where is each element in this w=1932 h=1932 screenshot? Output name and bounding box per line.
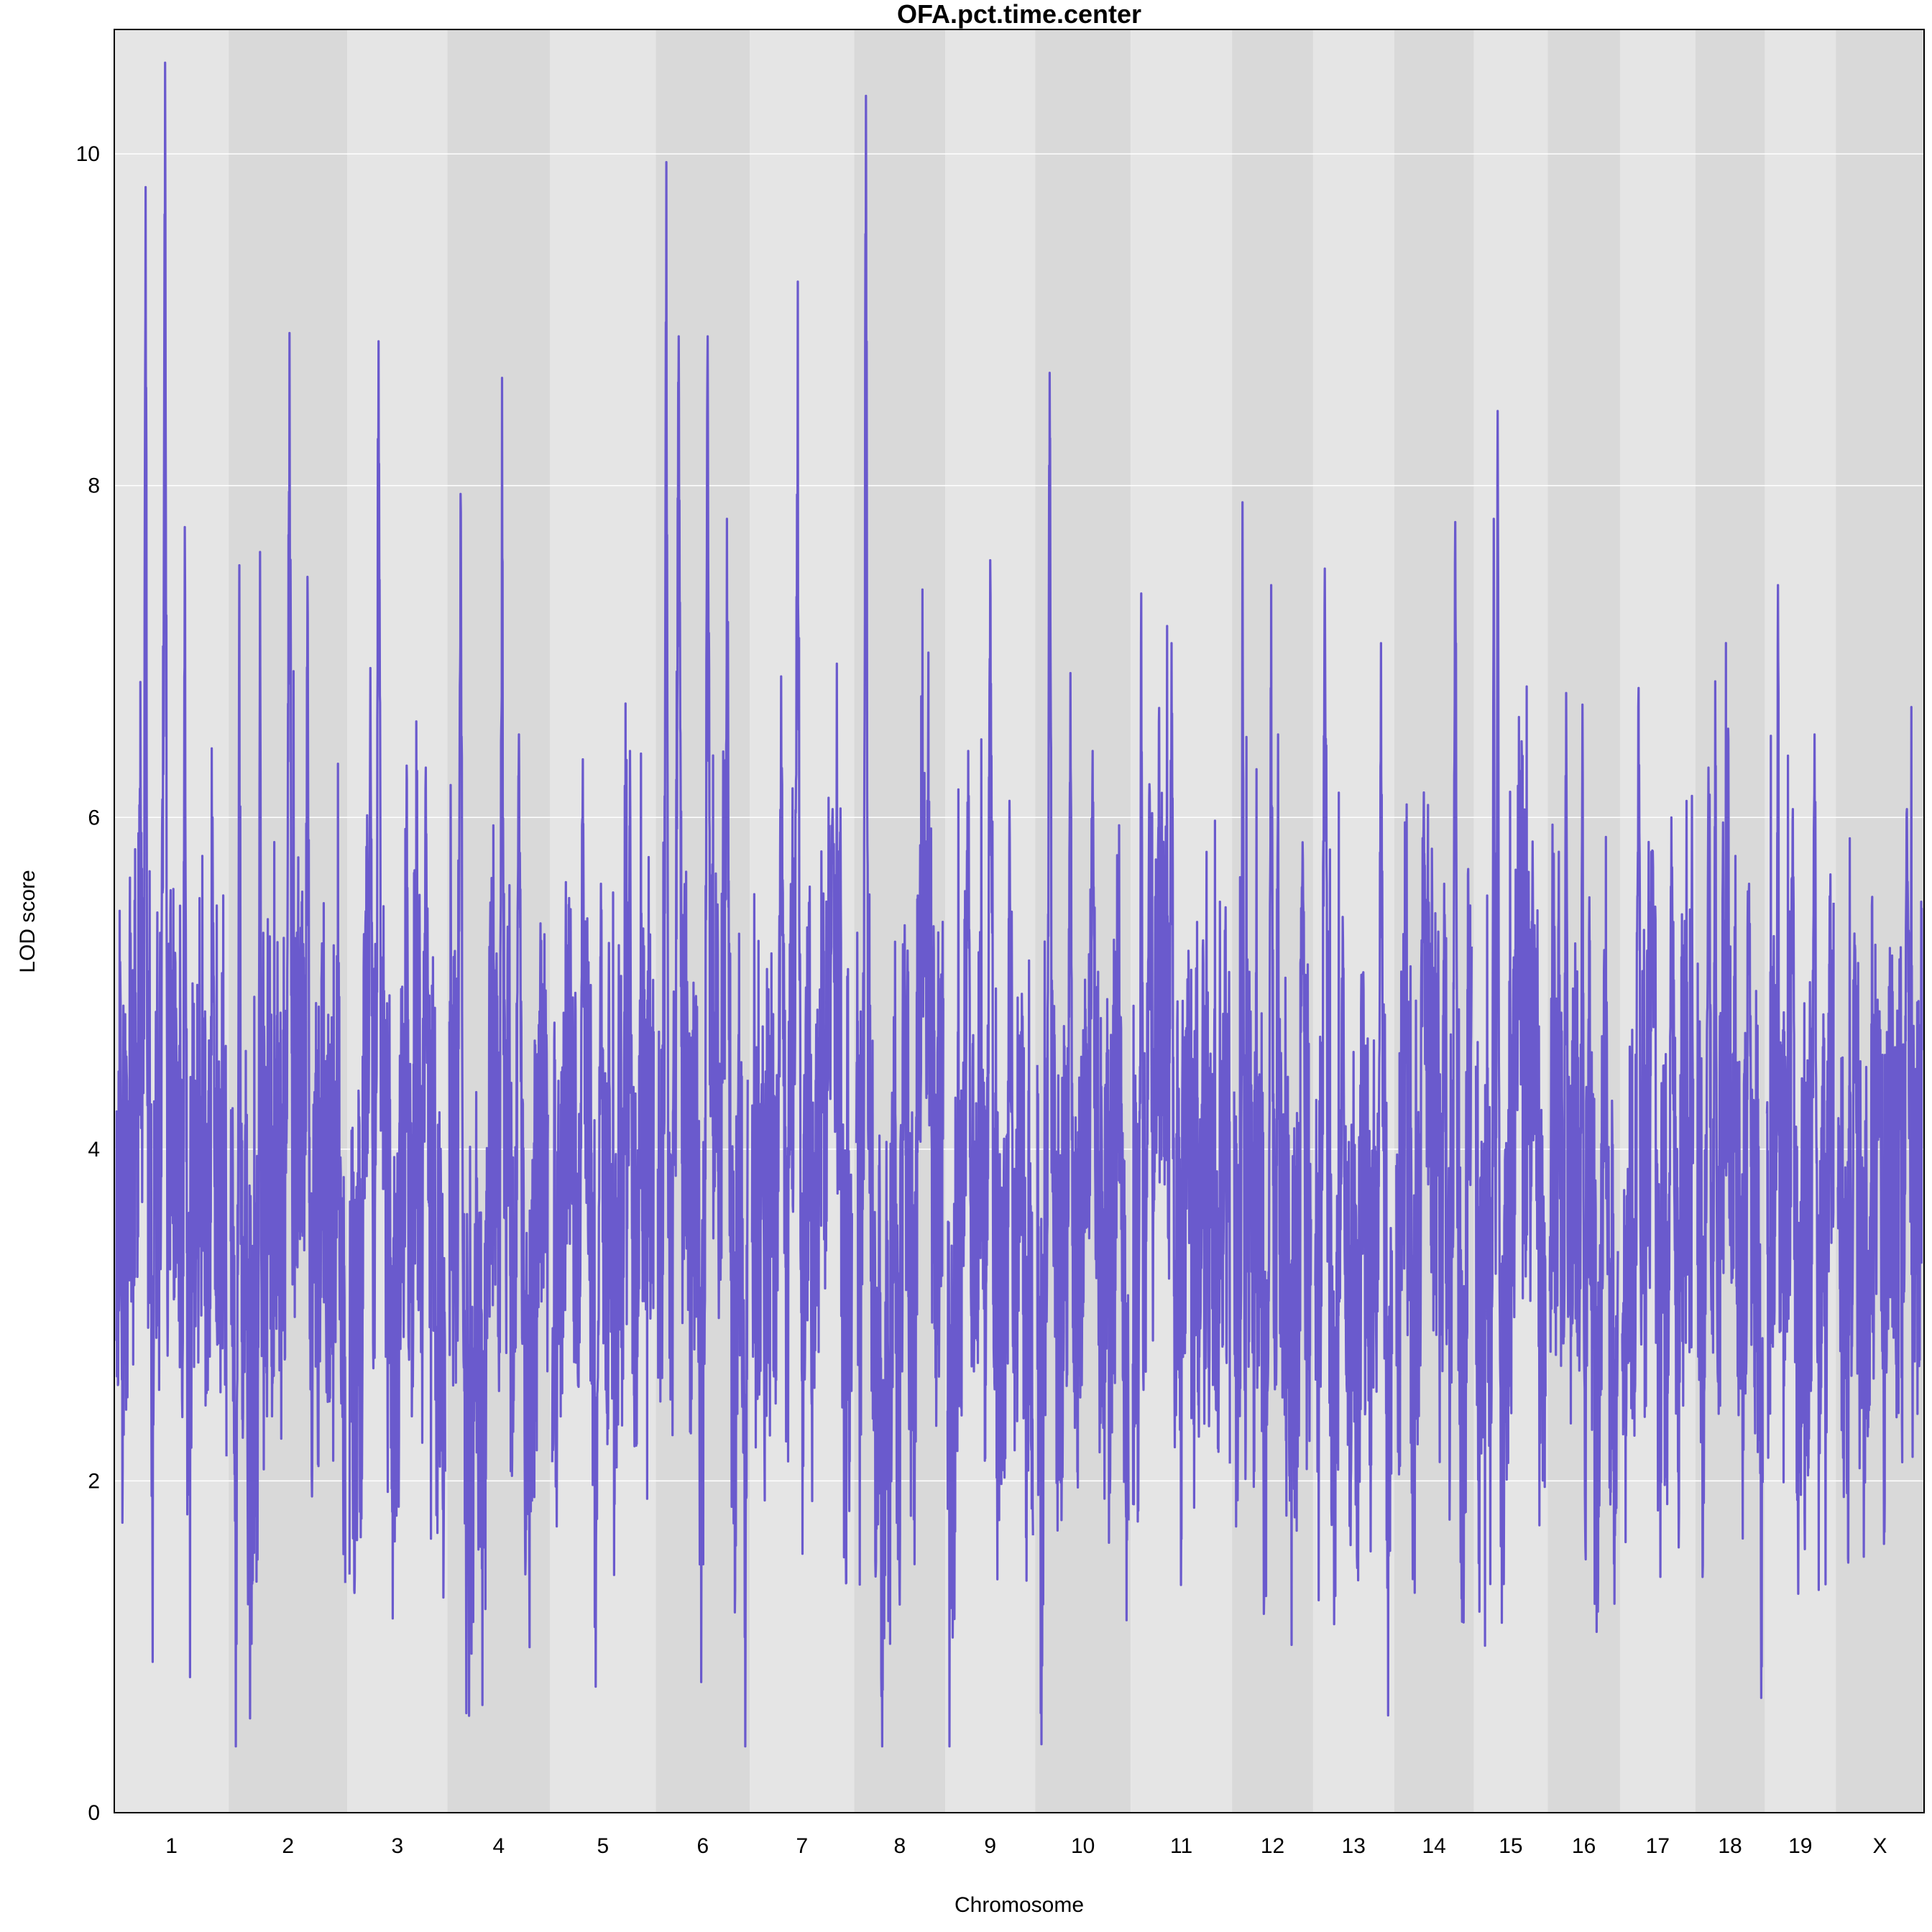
lod-line-chr-18: [1696, 642, 1764, 1699]
lod-line-chr-10: [1036, 372, 1130, 1746]
chart-title: OFA.pct.time.center: [897, 0, 1141, 29]
lod-line-chr-X: [1836, 706, 1923, 1564]
lod-series: [115, 61, 1923, 1748]
lod-line-chr-3: [348, 340, 446, 1620]
x-axis-ticks: 1 2 3 4 5 6 7 8 9 10 11 12 13 14 15 16 17 18 19 X: [165, 1834, 1887, 1858]
x-tick-label-16: 16: [1572, 1834, 1596, 1858]
x-tick-label-10: 10: [1071, 1834, 1095, 1858]
x-tick-label-3: 3: [391, 1834, 403, 1858]
chromosome-band-3: [347, 29, 448, 1813]
x-tick-label-9: 9: [984, 1834, 996, 1858]
y-axis-ticks: 0 2 4 6 8 10: [76, 142, 100, 1825]
y-tick-label: 4: [88, 1138, 100, 1162]
x-tick-label-X: X: [1873, 1834, 1887, 1858]
x-tick-label-8: 8: [893, 1834, 906, 1858]
chromosome-band-9: [945, 29, 1036, 1813]
lod-line-chr-2: [229, 331, 346, 1748]
lod-line-chr-11: [1131, 592, 1231, 1586]
lod-line-chr-7: [750, 280, 853, 1585]
x-tick-label-19: 19: [1788, 1834, 1812, 1858]
lod-line-chr-9: [946, 558, 1034, 1748]
x-tick-label-17: 17: [1646, 1834, 1670, 1858]
y-tick-label: 10: [76, 142, 100, 166]
x-axis-label: Chromosome: [954, 1893, 1084, 1917]
x-tick-label-12: 12: [1261, 1834, 1284, 1858]
x-tick-label-2: 2: [282, 1834, 294, 1858]
lod-line-chr-13: [1314, 567, 1394, 1717]
lod-line-chr-17: [1621, 686, 1695, 1578]
lod-line-chr-8: [855, 94, 944, 1748]
x-tick-label-6: 6: [697, 1834, 709, 1858]
lod-line-chr-12: [1233, 501, 1312, 1647]
lod-line-chr-15: [1474, 410, 1547, 1647]
y-tick-label: 0: [88, 1801, 100, 1825]
y-tick-label: 2: [88, 1469, 100, 1493]
y-tick-label: 8: [88, 474, 100, 498]
lod-line-chr-16: [1548, 691, 1619, 1633]
x-tick-label-15: 15: [1499, 1834, 1522, 1858]
y-tick-label: 6: [88, 806, 100, 829]
x-tick-label-11: 11: [1170, 1834, 1192, 1858]
lod-line-chr-19: [1765, 584, 1835, 1595]
lod-line-chr-6: [656, 161, 749, 1748]
plot-frame: [114, 29, 1925, 1813]
y-axis-label: LOD score: [16, 870, 40, 972]
lod-line-chr-1: [115, 61, 228, 1678]
chromosome-band-18: [1695, 29, 1765, 1813]
x-tick-label-7: 7: [796, 1834, 808, 1858]
x-tick-label-4: 4: [492, 1834, 505, 1858]
lod-line-chr-14: [1395, 520, 1473, 1624]
x-tick-label-1: 1: [165, 1834, 178, 1858]
x-tick-label-14: 14: [1422, 1834, 1445, 1858]
lod-line-chr-5: [551, 702, 655, 1688]
x-tick-label-13: 13: [1342, 1834, 1366, 1858]
lod-line-chr-4: [448, 377, 549, 1717]
x-tick-label-18: 18: [1718, 1834, 1742, 1858]
x-tick-label-5: 5: [597, 1834, 610, 1858]
